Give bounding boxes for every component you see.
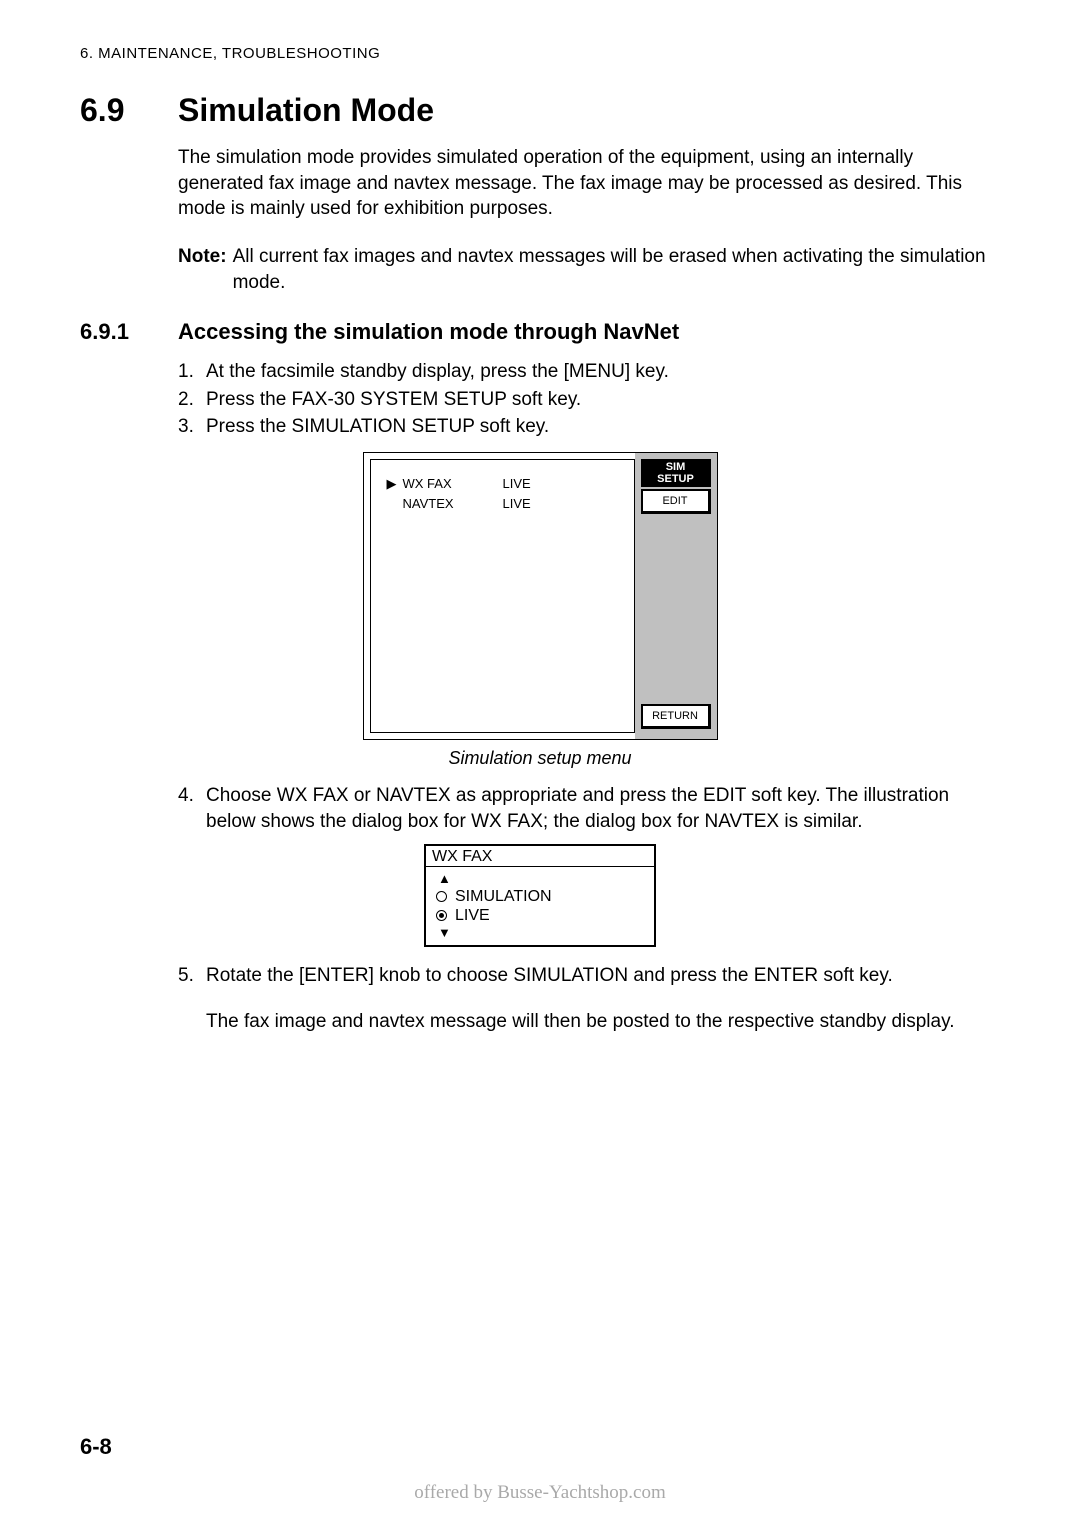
step-item: 4. Choose WX FAX or NAVTEX as appropriat…: [178, 783, 1000, 834]
page-number: 6-8: [80, 1434, 112, 1460]
softkey-header-line2: SETUP: [643, 473, 709, 485]
step-number: 1.: [178, 359, 206, 385]
softkey-header-line1: SIM: [643, 461, 709, 473]
menu-cursor-icon: [387, 496, 403, 511]
subsection-title: 6.9.1 Accessing the simulation mode thro…: [80, 319, 1000, 345]
note-block: Note: All current fax images and navtex …: [178, 244, 1000, 295]
menu-row: NAVTEX LIVE: [387, 496, 622, 511]
dialog-option[interactable]: SIMULATION: [436, 887, 646, 906]
radio-icon: [436, 891, 447, 902]
wxfax-dialog-figure: WX FAX ▲ SIMULATION LIVE ▼: [424, 844, 656, 947]
figure-caption: Simulation setup menu: [80, 748, 1000, 769]
step-text: At the facsimile standby display, press …: [206, 359, 1000, 385]
section-title: 6.9 Simulation Mode: [80, 92, 1000, 129]
edit-softkey[interactable]: EDIT: [641, 489, 711, 514]
option-label: LIVE: [455, 906, 490, 925]
step-number: 4.: [178, 783, 206, 834]
step-text: Press the FAX-30 SYSTEM SETUP soft key.: [206, 387, 1000, 413]
softkey-header: SIM SETUP: [641, 459, 711, 487]
step-number: 2.: [178, 387, 206, 413]
dialog-body: ▲ SIMULATION LIVE ▼: [426, 867, 654, 945]
down-arrow-icon: ▼: [438, 925, 646, 941]
dialog-option[interactable]: LIVE: [436, 906, 646, 925]
step-list-b: 4. Choose WX FAX or NAVTEX as appropriat…: [178, 783, 1000, 834]
up-arrow-icon: ▲: [438, 871, 646, 887]
note-label: Note:: [178, 244, 227, 295]
simulation-setup-menu-figure: ▶ WX FAX LIVE NAVTEX LIVE SIM SETUP EDIT…: [363, 452, 718, 740]
menu-cursor-icon: ▶: [387, 476, 403, 492]
subsection-number: 6.9.1: [80, 319, 178, 345]
step-text: Rotate the [ENTER] knob to choose SIMULA…: [206, 963, 1000, 989]
step-text: Choose WX FAX or NAVTEX as appropriate a…: [206, 783, 1000, 834]
page-header: 6. MAINTENANCE, TROUBLESHOOTING: [80, 45, 1000, 62]
softkey-spacer: [641, 518, 711, 704]
section-name: Simulation Mode: [178, 92, 434, 129]
step-number: 5.: [178, 963, 206, 989]
note-text: All current fax images and navtex messag…: [233, 244, 1000, 295]
menu-item-label: WX FAX: [403, 476, 503, 492]
step-item: 3. Press the SIMULATION SETUP soft key.: [178, 414, 1000, 440]
section-number: 6.9: [80, 92, 178, 129]
radio-icon: [436, 910, 447, 921]
step-item: 2. Press the FAX-30 SYSTEM SETUP soft ke…: [178, 387, 1000, 413]
subsection-name: Accessing the simulation mode through Na…: [178, 319, 679, 345]
return-softkey[interactable]: RETURN: [641, 704, 711, 729]
menu-item-value: LIVE: [503, 476, 531, 492]
option-label: SIMULATION: [455, 887, 552, 906]
step-item: 5. Rotate the [ENTER] knob to choose SIM…: [178, 963, 1000, 989]
step-item: 1. At the facsimile standby display, pre…: [178, 359, 1000, 385]
page-footer: offered by Busse-Yachtshop.com: [0, 1482, 1080, 1504]
step-number: 3.: [178, 414, 206, 440]
intro-paragraph: The simulation mode provides simulated o…: [178, 145, 1000, 222]
document-page: 6. MAINTENANCE, TROUBLESHOOTING 6.9 Simu…: [0, 0, 1080, 1074]
step-text: Press the SIMULATION SETUP soft key.: [206, 414, 1000, 440]
step-list-a: 1. At the facsimile standby display, pre…: [178, 359, 1000, 440]
menu-item-label: NAVTEX: [403, 496, 503, 511]
menu-item-value: LIVE: [503, 496, 531, 511]
menu-main-area: ▶ WX FAX LIVE NAVTEX LIVE: [370, 459, 635, 733]
menu-row: ▶ WX FAX LIVE: [387, 476, 622, 492]
closing-paragraph: The fax image and navtex message will th…: [206, 1009, 1000, 1035]
step-list-c: 5. Rotate the [ENTER] knob to choose SIM…: [178, 963, 1000, 989]
dialog-title: WX FAX: [426, 846, 654, 867]
softkey-column: SIM SETUP EDIT RETURN: [635, 453, 717, 739]
